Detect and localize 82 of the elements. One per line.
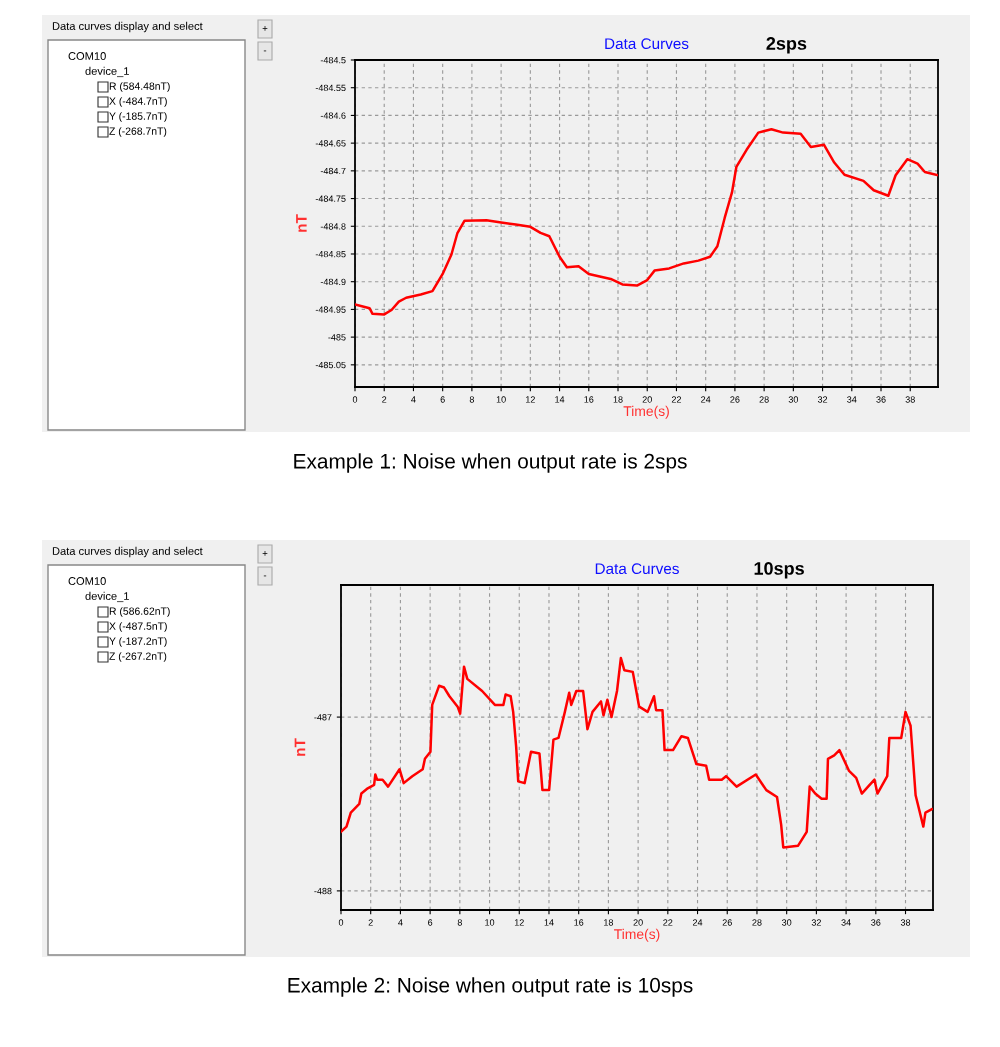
x-tick-label: 16: [574, 919, 584, 926]
x-tick-label: 0: [338, 919, 344, 926]
x-tick-label: 2: [368, 919, 373, 926]
x-tick-label: 14: [555, 396, 565, 403]
x-tick-label: 12: [514, 919, 524, 926]
x-tick-label: 4: [411, 396, 416, 403]
text: -: [263, 50, 267, 52]
x-tick-label: 22: [671, 396, 682, 403]
x-tick-label: 34: [847, 396, 857, 403]
x-tick-label: 8: [469, 396, 475, 403]
y-tick-label: -484.7: [320, 167, 346, 175]
x-tick-label: 26: [722, 919, 732, 926]
x-tick-label: 26: [730, 396, 740, 403]
text: X (-484.7nT): [109, 97, 167, 107]
y-tick-label: -484.65: [315, 140, 346, 147]
text: +: [262, 550, 268, 556]
text: Z (-267.2nT): [109, 652, 167, 662]
x-tick-label: 0: [352, 396, 358, 403]
y-tick-label: -484.55: [315, 84, 346, 92]
text: Example 1: Noise when output rate is 2sps: [294, 453, 687, 473]
x-tick-label: 28: [752, 919, 762, 926]
y-tick-label: -484.6: [320, 112, 346, 119]
y-tick-label: -484.95: [315, 306, 346, 313]
text: device_1: [85, 66, 129, 78]
x-tick-label: 10: [485, 919, 495, 926]
text: +: [262, 25, 268, 31]
y-axis-title: nT: [294, 738, 306, 756]
chart-title: Data Curves: [605, 38, 689, 50]
x-tick-label: 10: [496, 396, 506, 403]
x-tick-label: 36: [876, 396, 886, 403]
text: Example 2: Noise when output rate is 10sps: [288, 977, 693, 997]
x-tick-label: 30: [782, 919, 792, 926]
text: R (584.48nT): [109, 82, 170, 92]
y-tick-label: -484.9: [320, 278, 346, 286]
text: Y (-185.7nT): [109, 112, 167, 122]
text: COM10: [68, 52, 106, 60]
x-tick-label: 34: [841, 919, 851, 926]
text: device_1: [85, 591, 129, 603]
x-tick-label: 32: [811, 919, 821, 926]
x-tick-label: 38: [905, 396, 915, 403]
chart-subtitle: 10sps: [754, 562, 804, 579]
x-tick-label: 6: [440, 396, 445, 403]
text: Data curves display and select: [52, 546, 203, 558]
x-tick-label: 24: [701, 396, 711, 403]
text: Data curves display and select: [52, 21, 203, 33]
text: X (-487.5nT): [109, 622, 167, 632]
x-tick-label: 22: [663, 919, 673, 926]
text: COM10: [68, 577, 106, 585]
y-tick-label: -485: [328, 334, 346, 341]
y-tick-label: -484.75: [315, 195, 346, 202]
x-tick-label: 20: [642, 396, 652, 403]
x-axis-title: Time(s): [614, 928, 660, 942]
x-tick-label: 32: [817, 396, 828, 403]
x-tick-label: 8: [457, 919, 462, 926]
y-tick-label: -487: [314, 714, 332, 721]
y-axis-title: nT: [296, 214, 307, 232]
x-tick-label: 12: [526, 396, 535, 403]
text: Y (-187.2nT): [109, 637, 167, 647]
text: Z (-268.7nT): [109, 127, 167, 137]
chart-subtitle: 2sps: [766, 37, 807, 54]
x-tick-label: 2: [382, 396, 387, 403]
x-tick-label: 4: [398, 919, 403, 926]
y-tick-label: -485.05: [315, 361, 346, 369]
y-tick-label: -488: [314, 887, 332, 895]
x-tick-label: 38: [900, 919, 911, 926]
x-tick-label: 28: [759, 396, 769, 403]
x-axis-title: Time(s): [623, 405, 669, 419]
y-tick-label: -484.5: [320, 56, 346, 64]
x-tick-label: 6: [428, 919, 433, 926]
text: -: [263, 575, 267, 577]
x-tick-label: 16: [584, 396, 594, 403]
x-tick-label: 24: [692, 919, 703, 926]
y-tick-label: -484.8: [320, 223, 346, 230]
x-tick-label: 20: [633, 919, 643, 926]
x-tick-label: 36: [871, 919, 881, 926]
y-tick-label: -484.85: [315, 250, 346, 258]
chart-title: Data Curves: [595, 563, 679, 575]
x-tick-label: 14: [544, 919, 554, 926]
x-tick-label: 18: [613, 396, 623, 403]
x-tick-label: 30: [788, 396, 799, 403]
x-tick-label: 18: [604, 919, 614, 926]
text: R (586.62nT): [109, 607, 170, 617]
